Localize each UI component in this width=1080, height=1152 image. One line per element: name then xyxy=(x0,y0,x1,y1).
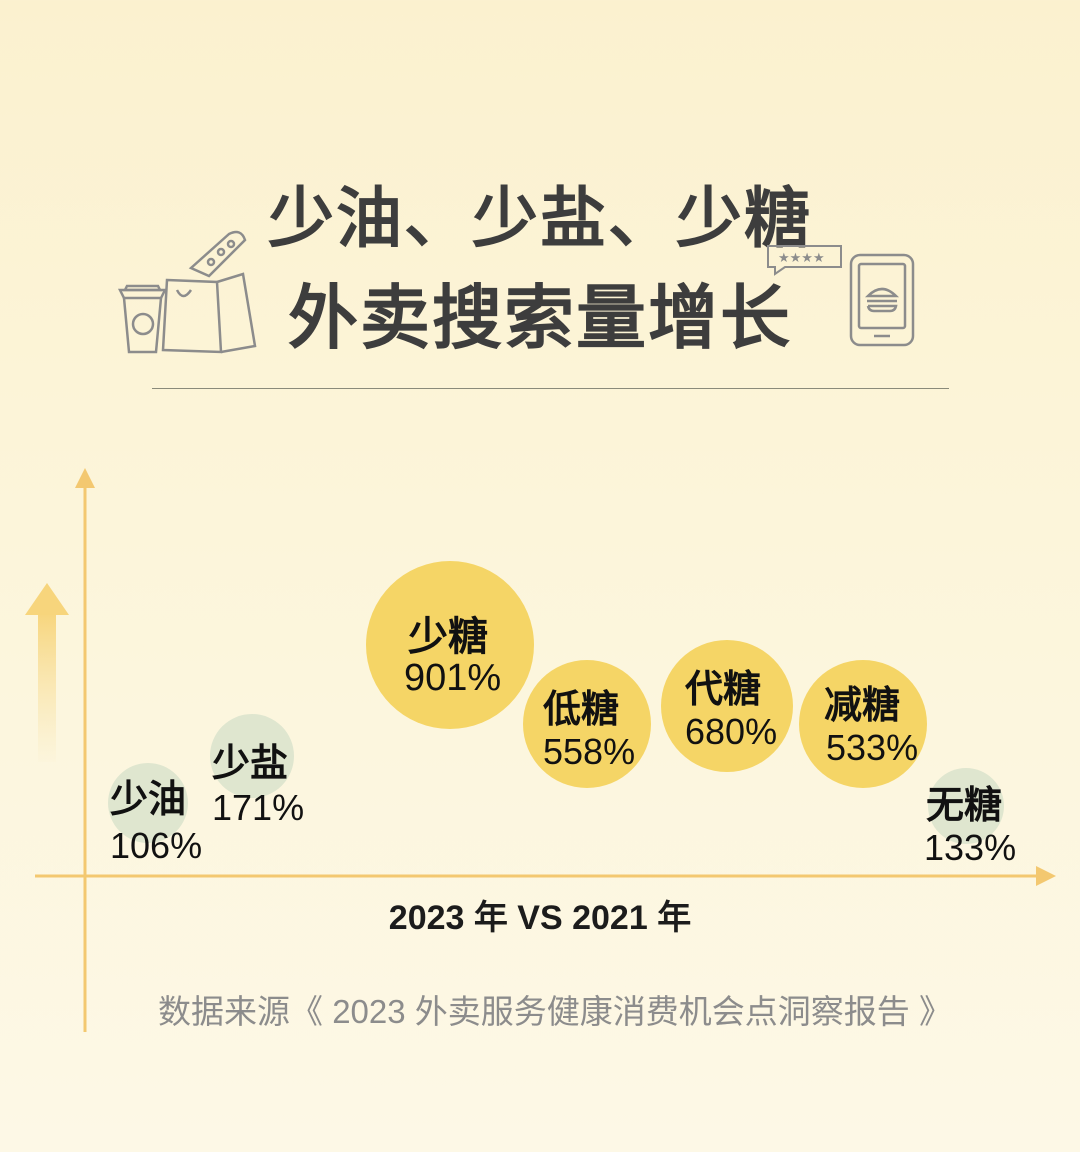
snack-icon xyxy=(188,230,247,278)
x-axis xyxy=(35,866,1056,886)
bubble-value-label: 901% xyxy=(404,657,501,699)
bubble-value-label: 533% xyxy=(826,727,918,768)
bubble-value-label: 106% xyxy=(110,825,202,866)
title-line-1: 少油、少盐、少糖 xyxy=(268,180,812,257)
x-axis-label: 2023 年 VS 2021 年 xyxy=(388,899,692,937)
bubble-value-label: 171% xyxy=(212,787,304,828)
bubble-category-label: 减糖 xyxy=(824,683,900,727)
title-divider xyxy=(152,388,949,389)
y-axis xyxy=(75,468,95,1032)
up-arrow-icon xyxy=(25,583,69,762)
svg-text:★★★★: ★★★★ xyxy=(778,251,825,266)
title-line-2: 外卖搜索量增长 xyxy=(288,277,792,359)
bubble-circle xyxy=(661,640,793,772)
shopping-bag-icon xyxy=(161,272,257,354)
coffee-cup-icon xyxy=(117,284,168,354)
bubble-circle xyxy=(523,660,651,788)
rating-stars-icon: ★★★★ xyxy=(767,245,842,276)
bubble-category-label: 少油 xyxy=(110,777,186,821)
bubble-category-label: 代糖 xyxy=(685,667,761,711)
bubble-category-label: 少糖 xyxy=(408,614,488,660)
bubble-value-label: 680% xyxy=(685,711,777,752)
bubble-value-label: 558% xyxy=(543,731,635,772)
bubble-category-label: 低糖 xyxy=(543,687,619,731)
bubble-circle xyxy=(210,714,294,798)
phone-burger-icon xyxy=(849,253,915,347)
bubble-circle xyxy=(108,763,188,843)
bubble-category-label: 无糖 xyxy=(926,783,1002,827)
bubble-category-label: 少盐 xyxy=(212,741,288,785)
bubble-circle xyxy=(928,768,1004,844)
bubble-circle xyxy=(366,561,534,729)
data-source-note: 数据来源《 2023 外卖服务健康消费机会点洞察报告 》 xyxy=(158,993,952,1030)
bubble-value-label: 133% xyxy=(924,827,1016,868)
bubble-circle xyxy=(799,660,927,788)
